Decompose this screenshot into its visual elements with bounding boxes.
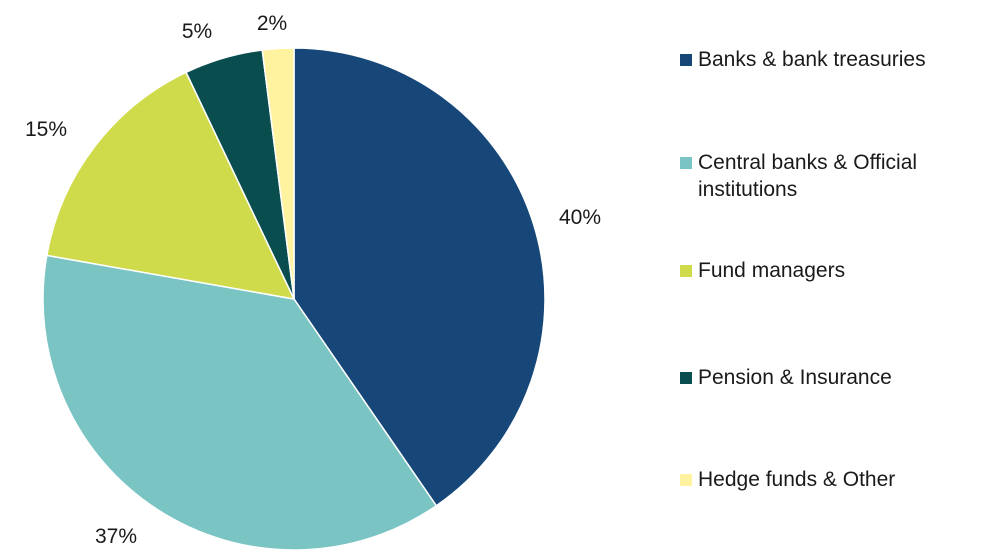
pie-slice-central-banks [42,254,438,551]
legend-item-fund-managers: Fund managers [680,257,978,284]
legend-swatch-central-banks [680,157,692,169]
legend-swatch-hedge-funds [680,474,692,486]
data-label-pension: 5% [182,20,212,43]
pie-slice-banks [293,47,546,507]
pie-slice-hedge-funds [261,47,295,300]
data-label-central-banks: 37% [95,525,137,548]
legend-label-pension: Pension & Insurance [698,366,892,389]
legend-item-hedge-funds: Hedge funds & Other [680,466,978,493]
legend-label-banks: Banks & bank treasuries [698,48,926,71]
pie-slice-fund-managers [46,71,295,300]
legend-swatch-pension [680,372,692,384]
data-label-banks: 40% [559,206,601,229]
data-label-fund-managers: 15% [25,118,67,141]
legend-swatch-fund-managers [680,265,692,277]
legend-item-banks: Banks & bank treasuries [680,46,978,73]
legend-label-central-banks: Central banks & Official institutions [698,151,918,201]
legend-label-hedge-funds: Hedge funds & Other [698,468,896,491]
data-label-hedge-funds: 2% [257,12,287,35]
legend-item-central-banks: Central banks & Official institutions [680,149,988,203]
legend-item-pension: Pension & Insurance [680,364,978,391]
legend-label-fund-managers: Fund managers [698,259,846,282]
legend-swatch-banks [680,54,692,66]
